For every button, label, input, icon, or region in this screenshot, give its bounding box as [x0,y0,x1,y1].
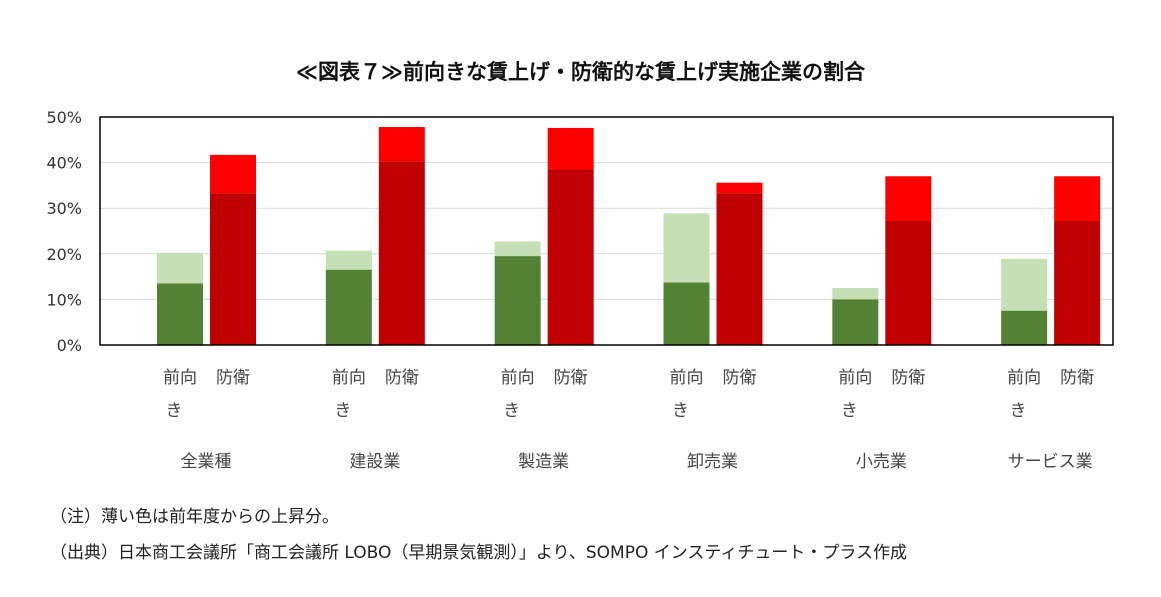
bar-base [885,220,932,345]
y-tick-label: 30% [46,199,82,218]
x-sub-label: き [1010,401,1027,421]
bar-increase [325,250,372,270]
bar-increase [210,154,256,194]
y-tick-label: 40% [46,154,82,173]
x-sub-label: 防衛 [1060,368,1094,388]
y-tick-label: 10% [46,290,82,309]
x-sub-label: 前向 [1007,368,1041,388]
bar-increase [663,213,710,283]
x-sub-label: 前向 [163,368,197,388]
x-sub-label: 前向 [838,368,872,388]
x-sub-label: 前向 [670,368,704,388]
x-sub-label: き [334,401,351,421]
chart-title: ≪図表７≫前向きな賃上げ・防衛的な賃上げ実施企業の割合 [296,60,865,84]
bar-base [832,299,879,345]
x-sub-label: き [166,401,183,421]
x-group-label: サービス業 [1008,452,1093,472]
x-sub-label: 防衛 [216,368,250,388]
x-group-label: 小売業 [856,452,907,472]
bar-increase [1054,176,1101,221]
x-sub-label: き [672,401,689,421]
bar-base [716,193,763,345]
bar-base [325,269,372,345]
bar-increase [832,288,879,300]
bar-base [1054,220,1101,345]
plot-area-border [99,116,1114,346]
bar-increase [885,176,932,221]
footnote: （注）薄い色は前年度からの上昇分。 [50,507,339,527]
bar-base [547,169,594,345]
bar-base [663,282,710,345]
x-sub-label: 防衛 [385,368,419,388]
bar-base [210,193,256,345]
x-group-label: 卸売業 [687,452,738,472]
x-sub-label: き [841,401,858,421]
x-sub-label: 防衛 [554,368,588,388]
bar-increase [1001,258,1048,311]
bar-base [494,256,541,345]
x-sub-label: 防衛 [723,368,757,388]
y-tick-label: 0% [57,336,82,355]
bar-base [157,283,203,345]
bar-increase [547,127,594,170]
x-sub-label: き [503,401,520,421]
x-group-label: 建設業 [349,452,400,472]
bar-base [378,161,425,345]
x-sub-label: 前向 [501,368,535,388]
bar-base [1001,310,1048,345]
x-group-label: 全業種 [181,452,232,472]
bar-increase [716,182,763,194]
x-sub-label: 防衛 [891,368,925,388]
x-group-label: 製造業 [518,452,569,472]
bar-increase [494,241,541,257]
bar-increase [157,252,203,284]
y-tick-label: 50% [46,108,82,127]
source-note: （出典）日本商工会議所「商工会議所 LOBO（早期景気観測）」より、SOMPO … [50,543,908,563]
y-tick-label: 20% [46,245,82,264]
x-sub-label: 前向 [332,368,366,388]
bar-increase [378,127,425,162]
